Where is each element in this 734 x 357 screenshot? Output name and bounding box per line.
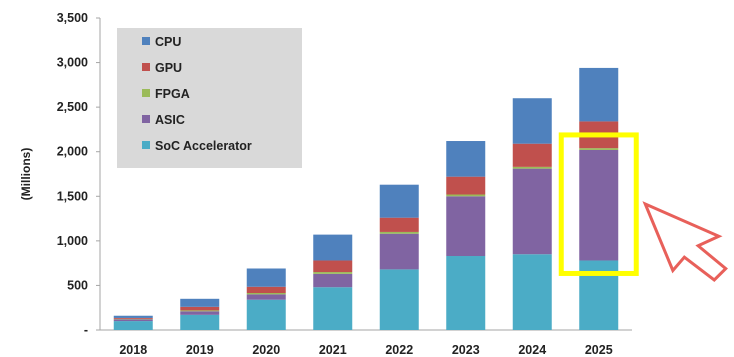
legend-swatch — [142, 89, 150, 97]
y-tick-label: 2,000 — [57, 145, 88, 159]
bar-segment-gpu — [379, 217, 419, 232]
legend: CPU GPU FPGA ASIC SoC Accelerator — [117, 28, 302, 168]
y-tick-label: 1,000 — [57, 234, 88, 248]
bar-segment-fpga — [512, 166, 552, 169]
legend-label: SoC Accelerator — [155, 139, 252, 153]
legend-swatch — [142, 141, 150, 149]
legend-label: CPU — [155, 35, 181, 49]
bars — [113, 67, 619, 330]
x-tick-label: 2021 — [319, 343, 347, 357]
bar-segment-soc-accelerator — [579, 260, 619, 330]
pointer-arrow-icon — [642, 201, 728, 282]
y-tick-label: 1,500 — [57, 189, 88, 203]
legend-swatch — [142, 115, 150, 123]
legend-label: FPGA — [155, 87, 190, 101]
bar-segment-gpu — [180, 306, 220, 311]
bar-segment-fpga — [579, 148, 619, 150]
bar-segment-asic — [579, 149, 619, 261]
y-tick-label: 2,500 — [57, 100, 88, 114]
y-tick-label: 500 — [67, 278, 88, 292]
y-tick-label: 3,000 — [57, 56, 88, 70]
bar-segment-fpga — [313, 272, 353, 274]
bar-segment-soc-accelerator — [180, 314, 220, 330]
annotations — [558, 132, 728, 282]
x-tick-label: 2019 — [186, 343, 214, 357]
bar-segment-asic — [512, 168, 552, 255]
bar-segment-cpu — [113, 315, 153, 318]
highlight-box — [558, 132, 639, 276]
bar-segment-soc-accelerator — [512, 254, 552, 330]
y-tick-label: - — [84, 323, 88, 337]
legend-swatch — [142, 37, 150, 45]
bar-segment-fpga — [180, 310, 220, 312]
bar-segment-cpu — [246, 268, 286, 287]
bar-segment-cpu — [579, 67, 619, 122]
bar-segment-soc-accelerator — [113, 321, 153, 330]
bar-segment-cpu — [446, 141, 486, 177]
bar-segment-asic — [446, 196, 486, 257]
x-tick-label: 2018 — [119, 343, 147, 357]
x-tick-label: 2022 — [385, 343, 413, 357]
bar-segment-gpu — [246, 286, 286, 294]
bar-segment-cpu — [379, 184, 419, 218]
axes: - 500 1,000 1,500 2,000 2,500 3,000 3,500 2018 20… — [19, 11, 632, 357]
bar-segment-soc-accelerator — [446, 256, 486, 330]
y-tick-label: 3,500 — [57, 11, 88, 25]
bar-segment-gpu — [512, 143, 552, 167]
bar-segment-asic — [113, 319, 153, 322]
legend-swatch — [142, 63, 150, 71]
x-tick-label: 2023 — [452, 343, 480, 357]
bar-segment-cpu — [180, 298, 220, 307]
bar-segment-asic — [180, 311, 220, 315]
bar-segment-fpga — [246, 293, 286, 295]
legend-label: GPU — [155, 61, 182, 75]
bar-segment-soc-accelerator — [313, 287, 353, 330]
bar-segment-gpu — [313, 260, 353, 273]
bar-segment-asic — [379, 233, 419, 270]
x-tick-label: 2020 — [252, 343, 280, 357]
bar-segment-cpu — [512, 98, 552, 144]
bar-segment-fpga — [446, 194, 486, 197]
bar-segment-gpu — [113, 317, 153, 319]
legend-label: ASIC — [155, 113, 185, 127]
bar-segment-asic — [246, 294, 286, 300]
y-axis-title: (Millions) — [19, 148, 33, 201]
bar-segment-gpu — [446, 176, 486, 195]
x-tick-label: 2025 — [585, 343, 613, 357]
bar-segment-asic — [313, 273, 353, 288]
bar-segment-cpu — [313, 234, 353, 261]
bar-segment-fpga — [379, 231, 419, 234]
bar-segment-soc-accelerator — [379, 269, 419, 330]
x-tick-label: 2024 — [518, 343, 546, 357]
bar-segment-soc-accelerator — [246, 299, 286, 330]
